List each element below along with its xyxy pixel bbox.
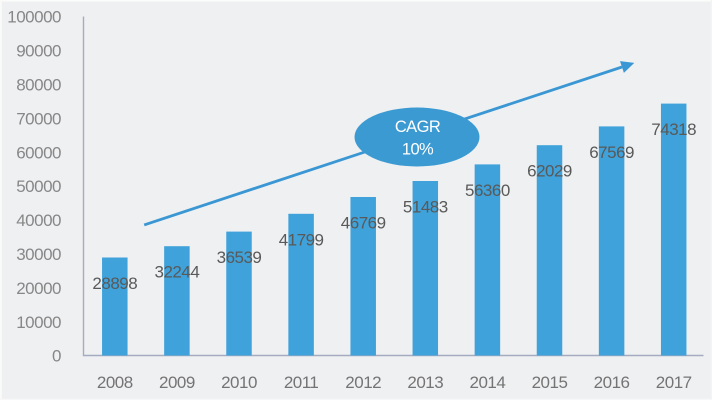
svg-text:100000: 100000	[7, 8, 61, 27]
svg-text:2013: 2013	[407, 373, 443, 392]
svg-text:20000: 20000	[16, 279, 61, 298]
svg-text:67569: 67569	[589, 143, 634, 162]
svg-text:50000: 50000	[16, 177, 61, 196]
svg-text:46769: 46769	[341, 214, 386, 233]
svg-text:0: 0	[52, 347, 61, 366]
svg-text:56360: 56360	[465, 181, 510, 200]
svg-text:62029: 62029	[527, 162, 572, 181]
svg-text:30000: 30000	[16, 245, 61, 264]
svg-text:36539: 36539	[217, 248, 262, 267]
svg-text:60000: 60000	[16, 143, 61, 162]
svg-text:2014: 2014	[469, 373, 505, 392]
svg-text:40000: 40000	[16, 211, 61, 230]
svg-text:2010: 2010	[221, 373, 257, 392]
svg-text:74318: 74318	[651, 120, 696, 139]
svg-text:CAGR: CAGR	[395, 118, 441, 136]
svg-text:80000: 80000	[16, 76, 61, 95]
svg-text:41799: 41799	[279, 230, 324, 249]
svg-text:90000: 90000	[16, 42, 61, 61]
svg-text:28898: 28898	[92, 274, 137, 293]
svg-text:2016: 2016	[594, 373, 630, 392]
svg-text:10000: 10000	[16, 313, 61, 332]
svg-text:2017: 2017	[656, 373, 692, 392]
svg-text:2015: 2015	[532, 373, 568, 392]
svg-text:2011: 2011	[284, 373, 319, 392]
svg-text:10%: 10%	[402, 140, 434, 158]
svg-text:2009: 2009	[159, 373, 195, 392]
svg-text:70000: 70000	[16, 109, 61, 128]
svg-text:2008: 2008	[97, 373, 133, 392]
svg-text:32244: 32244	[155, 263, 200, 282]
svg-text:51483: 51483	[403, 198, 448, 217]
svg-text:2012: 2012	[345, 373, 381, 392]
